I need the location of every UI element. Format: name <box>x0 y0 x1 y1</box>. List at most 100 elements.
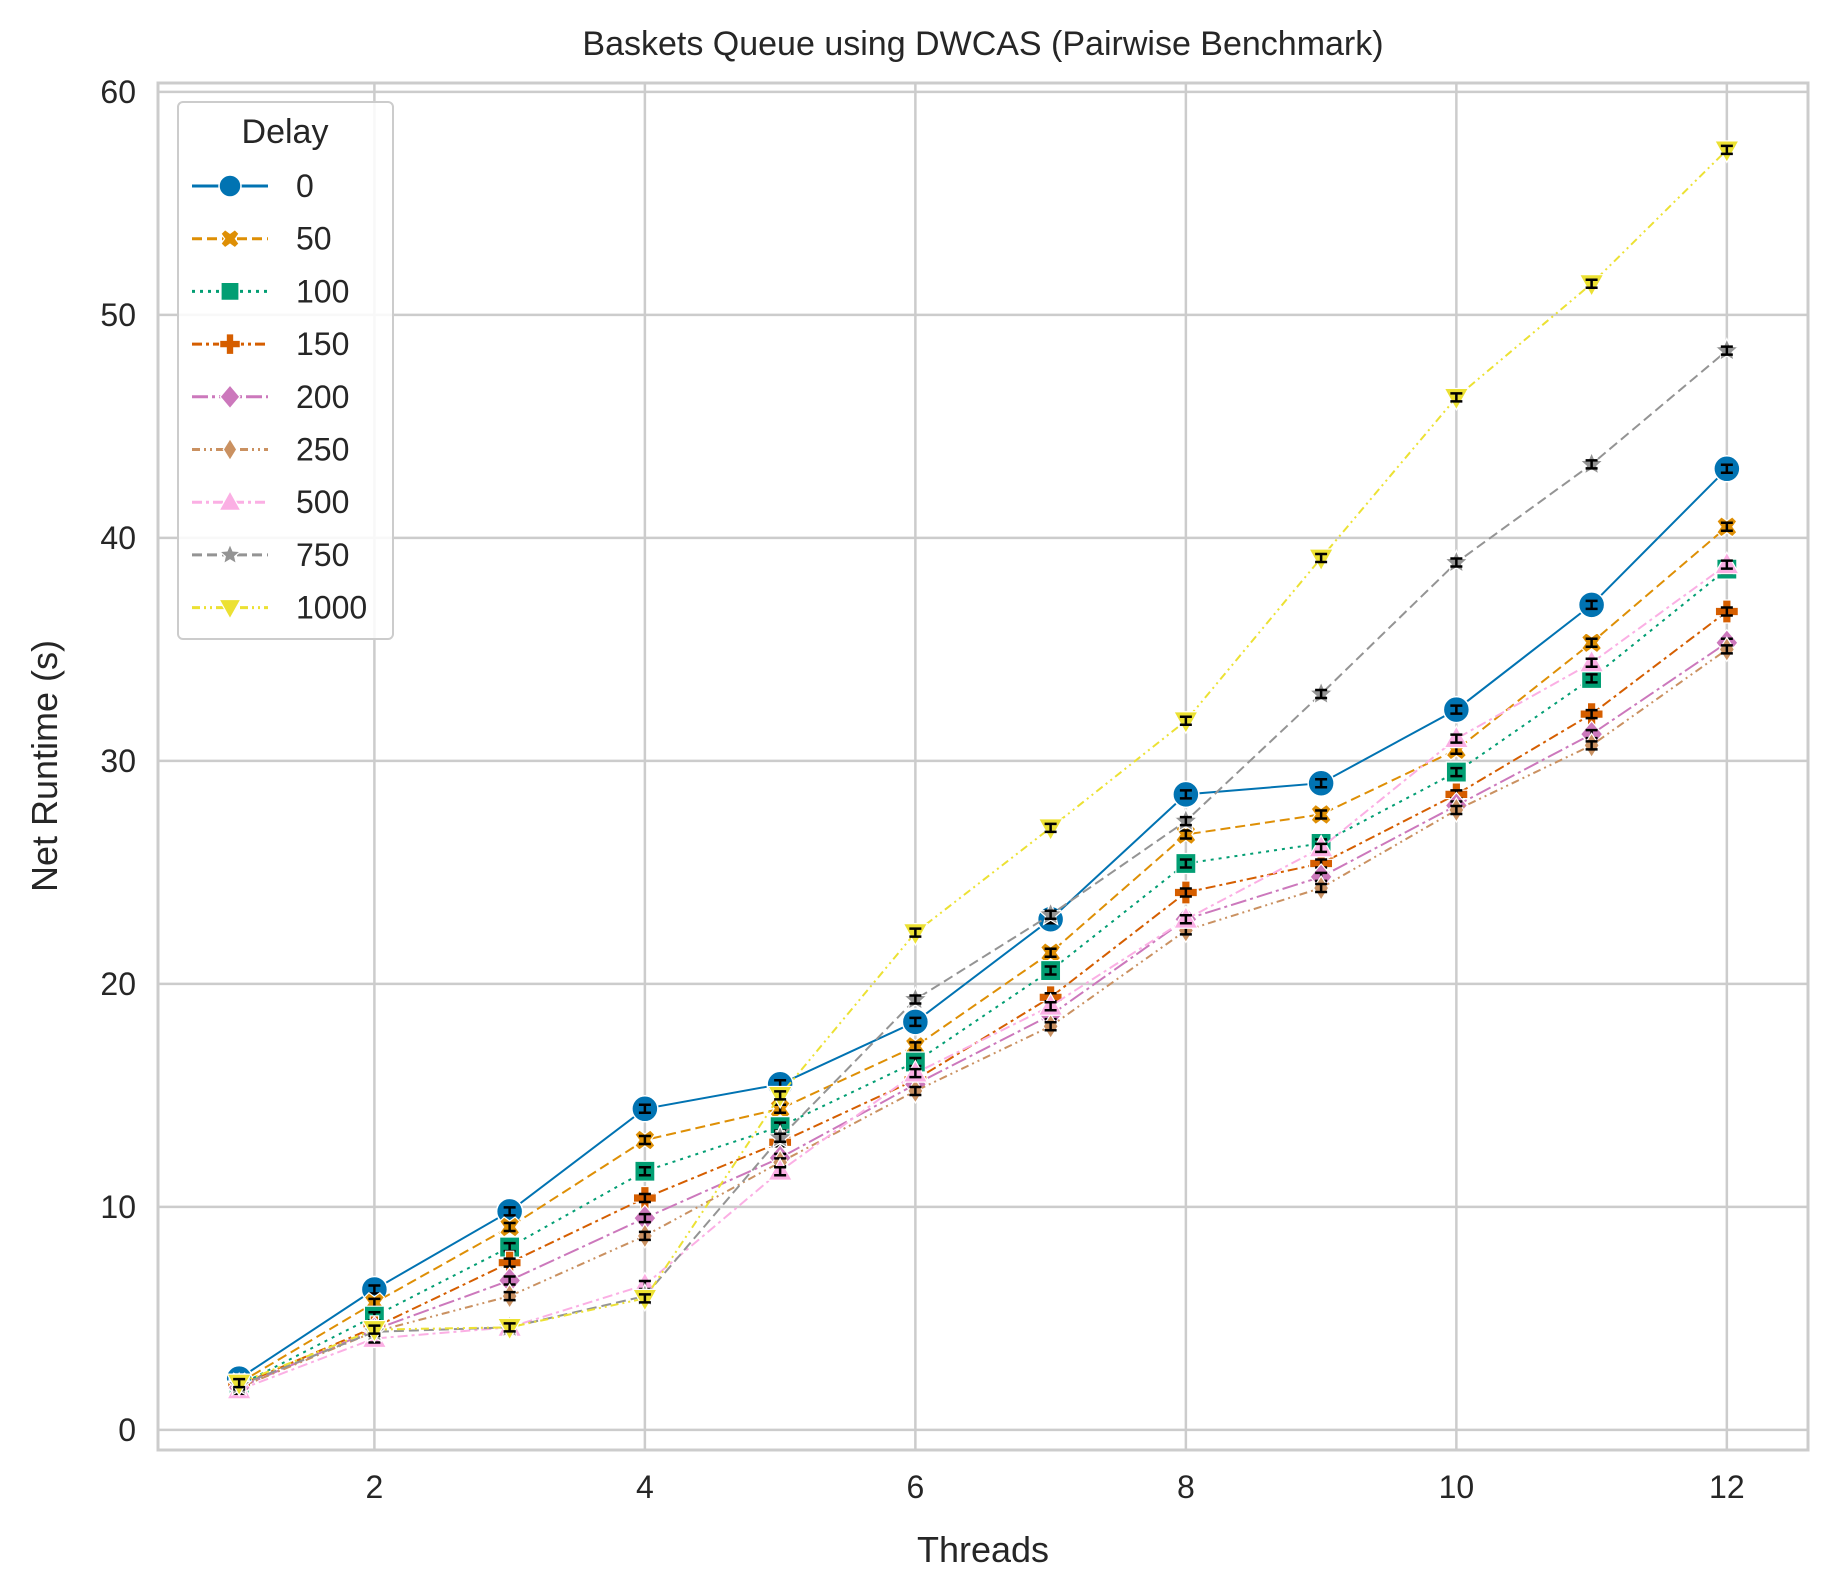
legend-title: Delay <box>242 113 329 151</box>
legend-label: 50 <box>296 221 332 257</box>
error-bar <box>1585 459 1598 470</box>
legend-marker <box>220 228 240 249</box>
legend-marker <box>222 437 238 462</box>
legend-label: 0 <box>296 168 314 204</box>
error-bar <box>1450 704 1463 715</box>
series-line <box>238 648 1728 1389</box>
legend-item-750: 750 <box>192 537 349 573</box>
series-line <box>238 526 1728 1384</box>
error-bar <box>638 1212 651 1224</box>
error-bar <box>1179 789 1192 800</box>
error-bar <box>638 1230 651 1242</box>
legend-label: 1000 <box>296 590 367 626</box>
error-bar <box>1720 644 1733 655</box>
error-bar <box>909 927 922 938</box>
x-tick-label: 6 <box>906 1469 924 1505</box>
error-bar <box>1315 842 1328 854</box>
error-bar <box>1720 606 1733 617</box>
plot-frame <box>156 81 1810 1452</box>
error-bar <box>1585 637 1598 648</box>
error-bar <box>1720 463 1733 475</box>
error-bar <box>638 1293 651 1304</box>
error-bar <box>1044 1021 1057 1032</box>
tick-labels: 2 4 6 8 10 12 0 10 20 30 40 50 60 <box>100 74 1744 1505</box>
legend-marker <box>218 598 242 621</box>
legend-item-100: 100 <box>192 273 349 309</box>
error-bar <box>1585 278 1598 289</box>
x-tick-label: 4 <box>636 1469 654 1505</box>
series-line <box>238 563 1728 1391</box>
legend-item-500: 500 <box>192 484 349 520</box>
error-bar <box>1315 552 1328 564</box>
legend-marker <box>218 489 242 511</box>
legend-marker <box>219 384 241 410</box>
error-bar <box>909 1041 922 1052</box>
legend-label: 150 <box>296 326 349 362</box>
legend-item-250: 250 <box>192 432 349 468</box>
legend-label: 200 <box>296 379 349 415</box>
x-tick-label: 10 <box>1439 1469 1475 1505</box>
error-bar <box>1720 559 1733 570</box>
error-bar <box>1720 144 1733 156</box>
legend-item-0: 0 <box>192 168 314 204</box>
error-bar <box>909 1085 922 1097</box>
error-bar <box>368 1324 381 1335</box>
legend-item-200: 200 <box>192 379 349 415</box>
legend-label: 750 <box>296 537 349 573</box>
y-tick-label: 10 <box>100 1189 136 1225</box>
series-1000 <box>226 140 1740 1397</box>
y-tick-label: 50 <box>100 297 136 333</box>
error-bar <box>774 1132 787 1144</box>
legend-box <box>177 101 394 640</box>
error-bar <box>909 994 922 1005</box>
legend-item-150: 150 <box>192 326 349 362</box>
error-bar <box>774 1166 787 1177</box>
error-bar <box>638 1166 651 1177</box>
error-bar <box>1044 947 1057 958</box>
error-bar <box>1044 965 1057 976</box>
error-bar <box>1044 1000 1057 1012</box>
error-bar <box>638 1103 651 1115</box>
legend-item-50: 50 <box>192 221 332 257</box>
error-bar <box>1450 804 1463 816</box>
error-bar <box>638 1192 651 1204</box>
error-bar <box>233 1377 246 1389</box>
error-bar <box>1315 777 1328 789</box>
error-bar <box>1450 392 1463 403</box>
x-tick-label: 12 <box>1709 1469 1745 1505</box>
error-bar <box>1585 708 1598 720</box>
error-bar <box>1315 809 1328 820</box>
series-line <box>238 468 1728 1380</box>
error-bar <box>1585 673 1598 684</box>
legend-marker <box>220 281 240 301</box>
error-bar <box>1179 715 1192 727</box>
legend-label: 500 <box>296 484 349 520</box>
error-bar <box>1315 882 1328 894</box>
series-line <box>238 568 1728 1387</box>
error-bar <box>503 1206 516 1217</box>
y-tick-label: 0 <box>118 1412 136 1448</box>
legend-marker <box>218 174 242 198</box>
legend: Delay 0 50 100 150 200 250 500 750 1000 <box>177 101 394 640</box>
error-bar <box>1179 858 1192 869</box>
error-bar <box>774 1090 787 1101</box>
error-bar <box>503 1322 516 1333</box>
error-bar <box>1044 909 1057 921</box>
legend-label: 100 <box>296 273 349 309</box>
error-bar <box>1720 345 1733 356</box>
error-bar <box>909 1016 922 1028</box>
legend-marker <box>219 333 241 356</box>
series-line <box>238 641 1728 1389</box>
error-bar <box>1179 815 1192 827</box>
error-bar <box>1585 599 1598 611</box>
error-bar <box>503 1290 516 1302</box>
error-bar <box>1585 657 1598 669</box>
plot-area <box>158 83 1808 1450</box>
y-tick-label: 60 <box>100 74 136 110</box>
error-bar <box>1179 829 1192 840</box>
error-bar <box>1179 914 1192 925</box>
y-tick-label: 20 <box>100 966 136 1002</box>
x-tick-label: 8 <box>1177 1469 1195 1505</box>
legend-label: 250 <box>296 432 349 468</box>
